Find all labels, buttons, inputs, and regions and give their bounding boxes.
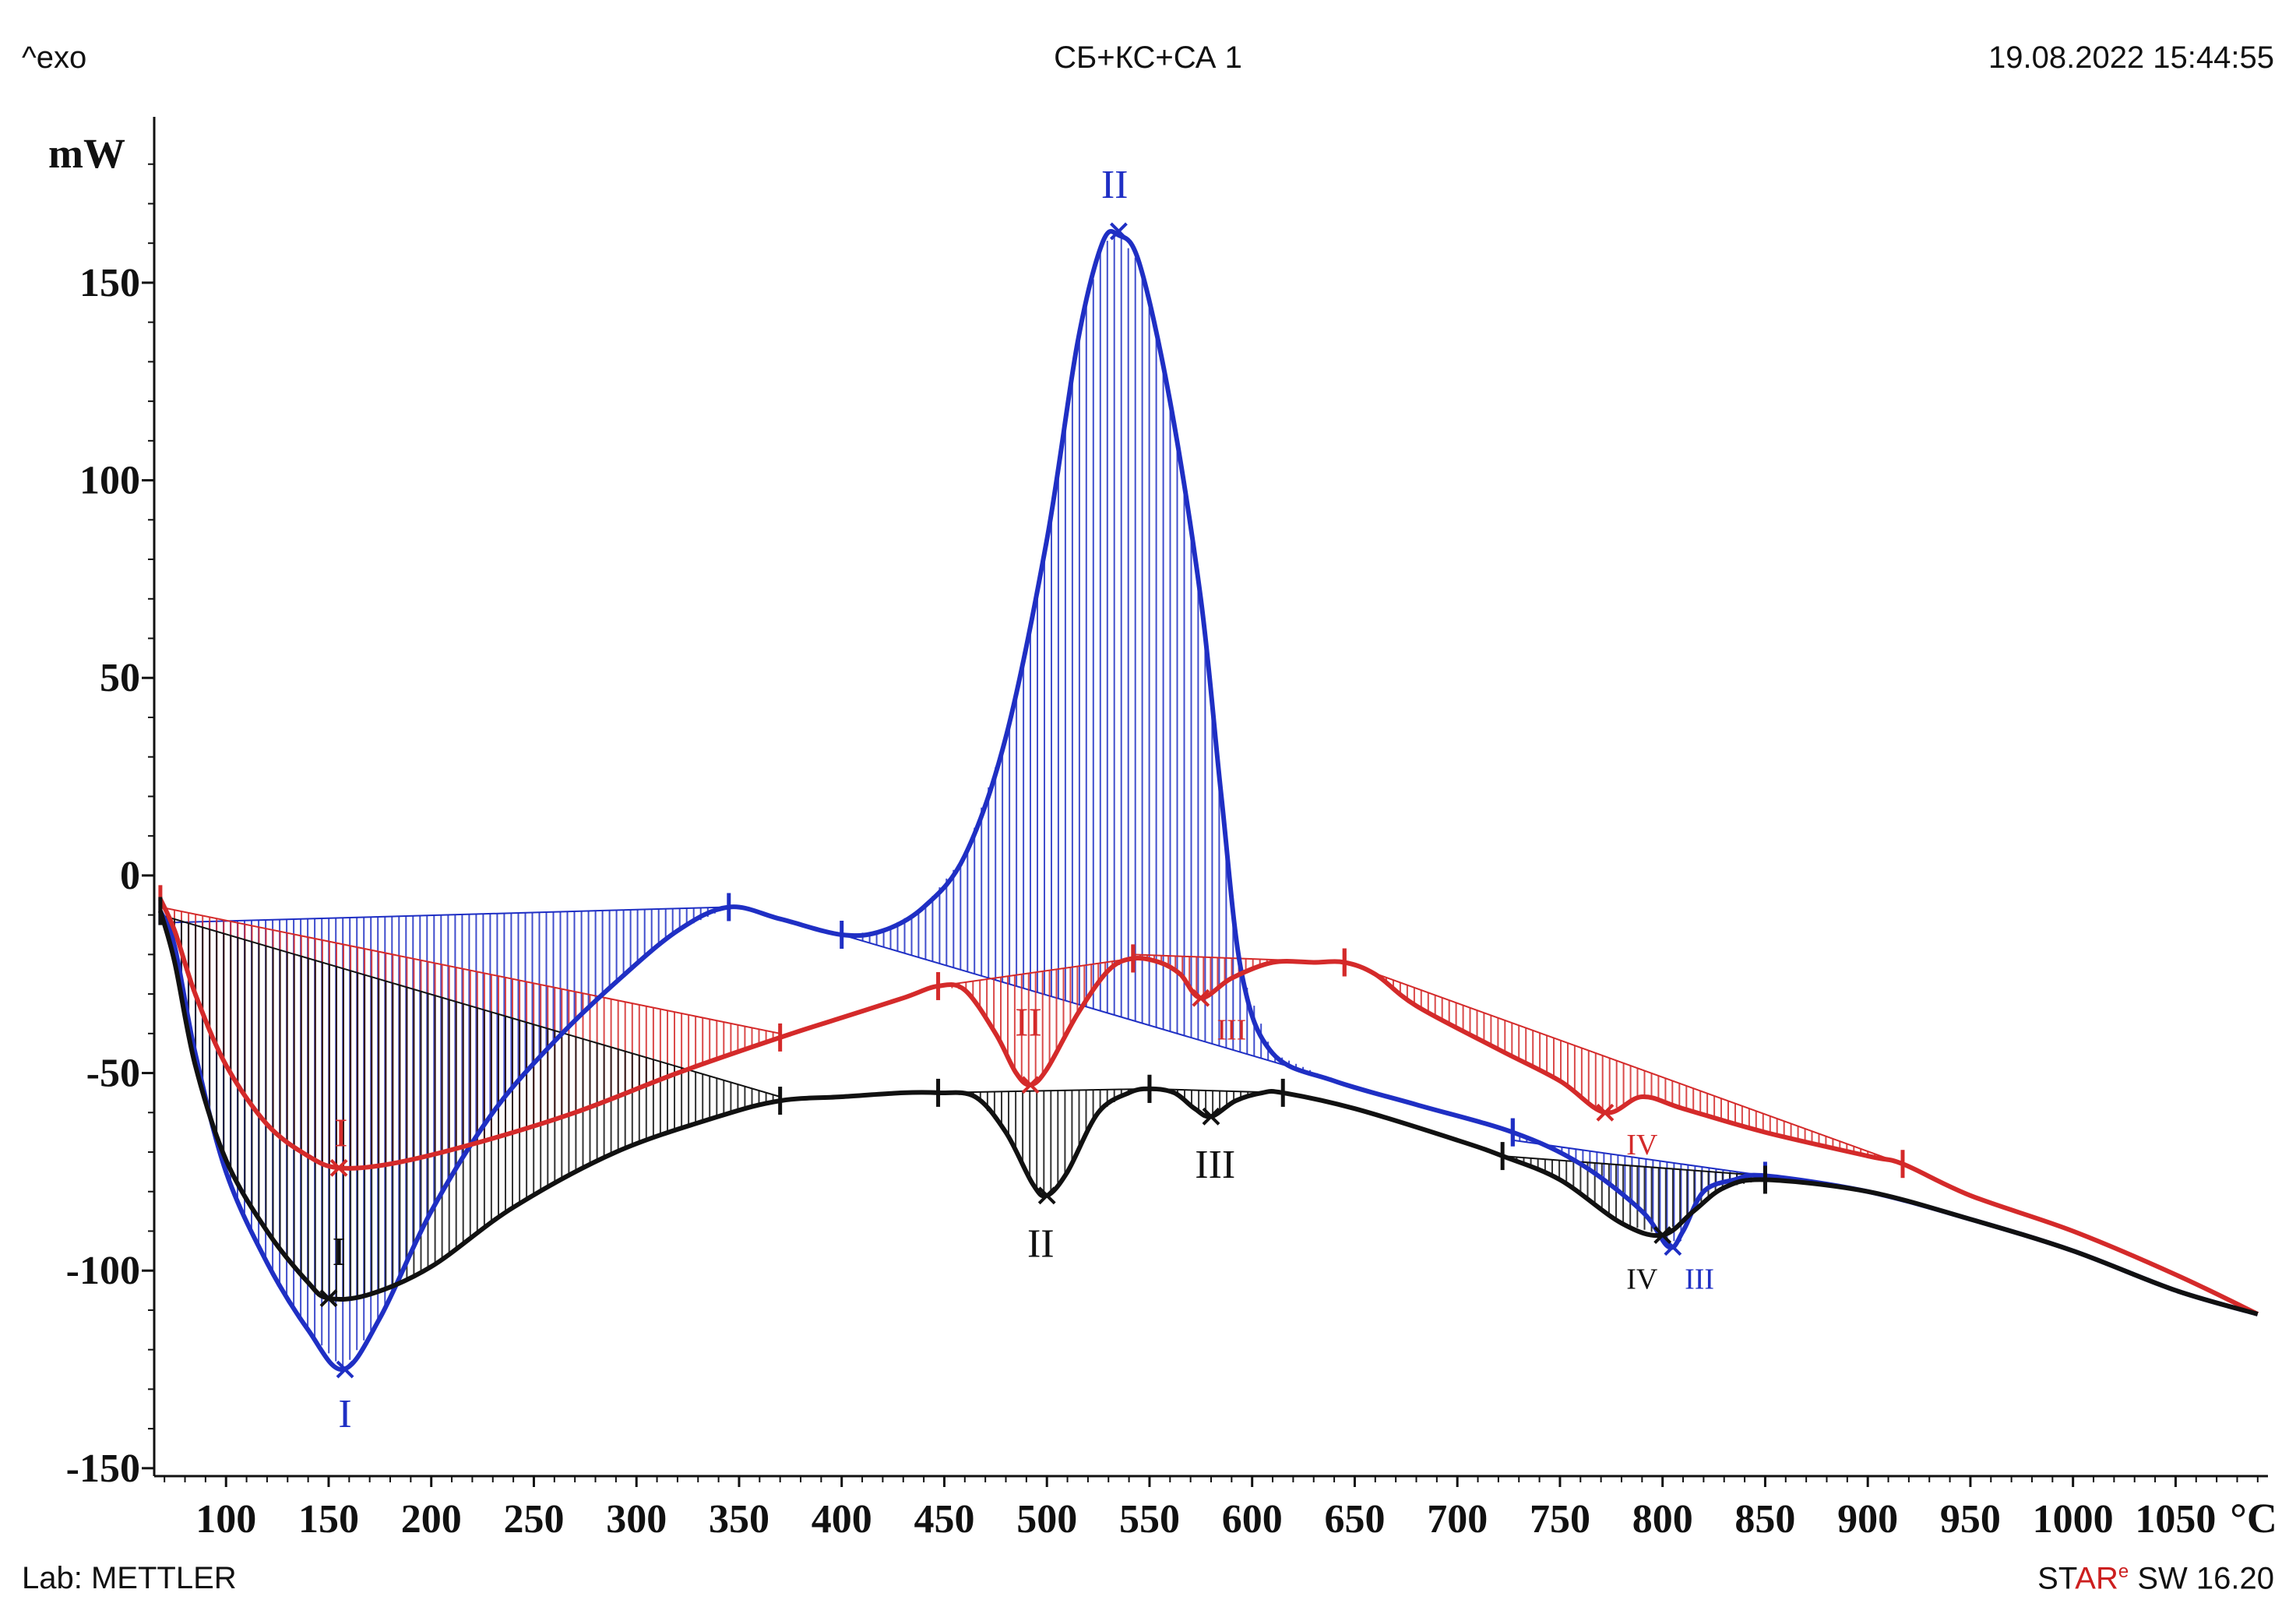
- x-tick-label-1: 150: [298, 1497, 359, 1542]
- red-baseline-2: [938, 957, 1134, 987]
- y-tick-label-1: 100: [79, 459, 140, 503]
- x-tick-label-4: 300: [606, 1497, 667, 1542]
- black-peak-marker-I: [319, 1289, 338, 1308]
- peak-fill-layer: [159, 237, 1903, 1369]
- blue-peak-label-I: I: [338, 1392, 351, 1436]
- y-tick-label-3: 0: [120, 854, 140, 898]
- x-tick-label-0: 100: [195, 1497, 256, 1542]
- y-tick-label-0: 150: [79, 261, 140, 305]
- x-tick-label-14: 800: [1632, 1497, 1693, 1542]
- x-tick-label-13: 750: [1530, 1497, 1590, 1542]
- x-tick-label-3: 250: [503, 1497, 564, 1542]
- chart-title: СБ+КС+СА 1: [1054, 41, 1242, 75]
- black-baseline-2: [938, 1087, 1150, 1094]
- software-prefix: ST: [2037, 1561, 2076, 1596]
- black-baseline-4: [1502, 1155, 1766, 1177]
- red-hatch-lines-4: [1350, 964, 1896, 1163]
- red-baseline-4: [1343, 961, 1903, 1165]
- x-tick-label-16: 900: [1837, 1497, 1898, 1542]
- y-tick-label-6: -150: [66, 1447, 140, 1491]
- x-tick-label-6: 400: [812, 1497, 872, 1542]
- series-layer: [158, 222, 2259, 1379]
- blue-peak-label-III: III: [1685, 1263, 1714, 1295]
- lab-label: Lab: METTLER: [22, 1561, 237, 1595]
- blue-peak-marker-I: [336, 1360, 354, 1379]
- software-suffix: SW 16.20: [2129, 1561, 2274, 1596]
- blue-peak-label-II: II: [1101, 163, 1129, 207]
- red-peak-label-IV: IV: [1626, 1129, 1658, 1161]
- y-tick-label-4: -50: [86, 1052, 140, 1096]
- red-peak-marker-I: [329, 1158, 348, 1177]
- x-tick-label-11: 650: [1324, 1497, 1385, 1542]
- blue-baseline-3: [1512, 1139, 1766, 1177]
- red-peak-label-II: II: [1015, 1001, 1042, 1045]
- blue-curve: [158, 229, 2259, 1373]
- x-tick-label-5: 350: [709, 1497, 769, 1542]
- blue-peak-marker-II: [1110, 222, 1128, 241]
- red-peak-marker-III: [1192, 988, 1210, 1007]
- x-tick-label-17: 950: [1940, 1497, 2001, 1542]
- x-tick-label-15: 850: [1734, 1497, 1795, 1542]
- software-label: STARe SW 16.20: [2037, 1561, 2274, 1596]
- black-peak-label-III: III: [1195, 1143, 1235, 1187]
- black-curve: [158, 910, 2259, 1316]
- x-tick-label-18: 1000: [2033, 1497, 2114, 1542]
- x-tick-label-19: 1050: [2135, 1497, 2216, 1542]
- black-peak-marker-III: [1202, 1107, 1220, 1126]
- exo-label: ^exo: [22, 41, 87, 75]
- black-peak-marker-II: [1037, 1186, 1056, 1205]
- red-peak-marker-II: [1021, 1076, 1040, 1094]
- blue-hatch-lines-2: [847, 237, 1507, 1131]
- black-integration-area-2: [938, 1087, 1150, 1193]
- black-peak-marker-IV: [1653, 1226, 1672, 1244]
- black-hatch-lines-2: [944, 1089, 1143, 1193]
- red-baseline-1: [160, 906, 780, 1034]
- red-peak-label-I: I: [334, 1112, 347, 1156]
- black-baseline-1: [160, 914, 780, 1098]
- red-curve: [158, 898, 2259, 1316]
- x-axis-unit: °C: [2230, 1495, 2277, 1542]
- x-tick-label-8: 500: [1016, 1497, 1077, 1542]
- y-tick-label-5: -100: [66, 1249, 140, 1293]
- red-integration-area-4: [1343, 961, 1903, 1165]
- black-integration-area-4: [1502, 1155, 1766, 1235]
- x-tick-label-10: 600: [1222, 1497, 1283, 1542]
- black-peak-label-IV: IV: [1626, 1263, 1658, 1295]
- x-tick-label-12: 700: [1427, 1497, 1488, 1542]
- blue-baseline-1: [160, 906, 729, 924]
- black-peak-label-II: II: [1027, 1222, 1055, 1267]
- x-tick-label-2: 200: [401, 1497, 462, 1542]
- y-tick-label-2: 50: [100, 656, 140, 700]
- black-peak-label-I: I: [332, 1230, 345, 1274]
- y-axis-unit: mW: [48, 130, 125, 177]
- timestamp: 19.08.2022 15:44:55: [1988, 41, 2274, 75]
- x-tick-label-9: 550: [1119, 1497, 1180, 1542]
- red-peak-marker-IV: [1596, 1103, 1615, 1122]
- blue-integration-area-2: [841, 237, 1513, 1133]
- software-accent: AR: [2075, 1561, 2118, 1596]
- red-peak-label-III: III: [1217, 1014, 1246, 1047]
- black-hatch-lines-4: [1509, 1156, 1766, 1235]
- x-tick-label-7: 450: [914, 1497, 974, 1542]
- software-sup: e: [2118, 1561, 2129, 1582]
